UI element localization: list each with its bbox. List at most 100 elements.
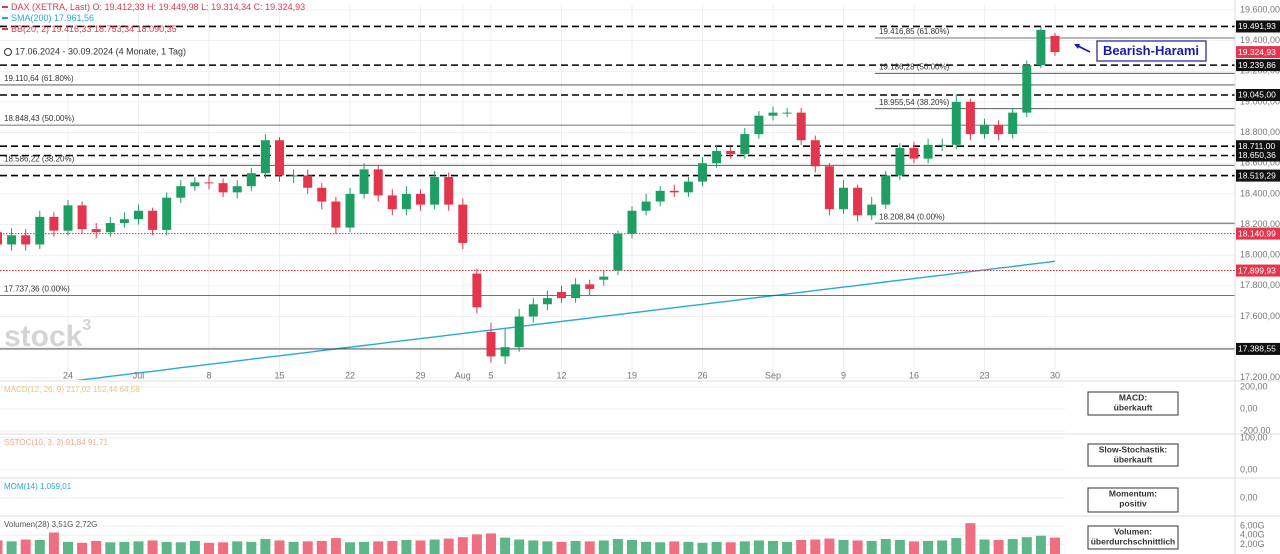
candle-body: [317, 187, 327, 202]
x-tick-label: Sep: [765, 370, 781, 380]
candle-body: [994, 124, 1004, 135]
volume-bar: [514, 539, 525, 554]
x-tick-label: 30: [1050, 370, 1060, 380]
x-tick-label: 26: [697, 370, 707, 380]
candle-body: [585, 284, 595, 289]
sma-line: [74, 260, 1056, 380]
y-tick-label: 2,00G: [1240, 539, 1265, 549]
candle-body: [641, 201, 651, 211]
arrow-head: [1074, 44, 1080, 49]
level-label: 18.650,36: [1238, 150, 1276, 160]
volume-bar: [894, 539, 905, 554]
y-tick-label: 19.000,00: [1240, 96, 1280, 106]
candle-body: [260, 140, 270, 174]
volume-bar: [288, 541, 299, 554]
candle-body: [655, 190, 665, 202]
candle-body: [21, 235, 31, 245]
candle-body: [0, 232, 2, 245]
candle-body: [810, 140, 820, 167]
candle-body: [430, 177, 440, 205]
volume-bar: [246, 541, 257, 554]
level-box: [1236, 149, 1280, 162]
volume-bar: [782, 541, 793, 554]
volume-bar: [993, 539, 1004, 554]
annotation-box: [1096, 40, 1207, 62]
candle-body: [937, 144, 947, 146]
price-panel: [0, 5, 1235, 380]
x-tick-label: 19: [627, 370, 637, 380]
y-tick-label: -200,00: [1240, 425, 1271, 435]
candle-body: [458, 204, 468, 243]
x-tick-label: 16: [909, 370, 919, 380]
candle-body: [627, 210, 637, 234]
candle-body: [246, 173, 256, 187]
x-tick-label: 15: [274, 370, 284, 380]
volume-bar: [443, 538, 454, 554]
candle-body: [275, 140, 284, 176]
volume-bar: [570, 540, 581, 554]
candle-body: [726, 150, 736, 155]
legend-entry: BB(20, 2) 19.416,33 18.753,34 18.090,35: [11, 24, 177, 34]
volume-bar: [725, 542, 736, 554]
volume-bar: [34, 539, 45, 554]
legend-entry: DAX (XETRA, Last) O: 19.412,33 H: 19.449…: [11, 2, 305, 12]
date-range: 17.06.2024 - 30.09.2024 (4 Monate, 1 Tag…: [15, 46, 186, 56]
volume-bar: [753, 540, 764, 554]
candle-body: [7, 235, 17, 245]
candle-body: [909, 147, 919, 159]
candle-body: [557, 291, 566, 299]
legend-swatch: [2, 6, 8, 8]
volume-bar: [866, 540, 877, 554]
volume-bar: [697, 542, 708, 554]
volume-bar: [1050, 537, 1060, 554]
candle-body: [613, 233, 623, 271]
candle-body: [359, 169, 369, 194]
volume-bar: [189, 540, 200, 554]
volume-bar: [48, 532, 59, 554]
y-tick-label: 18.200,00: [1240, 219, 1280, 229]
volume-bar: [359, 541, 370, 554]
candle-body: [486, 331, 496, 357]
candle-body: [965, 101, 975, 135]
level-box: [1236, 342, 1280, 355]
candle-body: [669, 190, 679, 193]
level-label: 19.324,93: [1238, 47, 1276, 57]
candle-body: [373, 169, 383, 196]
volume-bar: [937, 540, 948, 554]
candle-body: [683, 181, 693, 193]
volume-bar: [542, 541, 553, 554]
volume-bar: [63, 541, 73, 554]
level-label: 19.491,93: [1238, 21, 1276, 31]
fib-label: 19.186,28 (50.00%): [879, 62, 950, 71]
candle-body: [867, 204, 877, 216]
candle-body: [853, 187, 863, 216]
volume-bar: [880, 539, 891, 554]
y-tick-label: 18.000,00: [1240, 250, 1280, 260]
volume-bar: [909, 541, 919, 554]
candle-body: [331, 201, 341, 228]
candle-body: [232, 186, 242, 193]
candle-body: [49, 216, 59, 231]
volume-bar: [683, 541, 694, 554]
volume-bar: [739, 541, 750, 554]
panel-label: Volumen(28) 3,51G 2,72G: [4, 520, 97, 529]
level-box: [1236, 88, 1280, 101]
candle-body: [698, 163, 707, 182]
level-label: 18.519,29: [1238, 170, 1276, 180]
volume-bar: [500, 537, 511, 554]
x-tick-label: Aug: [455, 370, 471, 380]
candle-body: [387, 195, 397, 210]
volume-bar: [824, 538, 835, 554]
y-tick-label: 17.200,00: [1240, 372, 1280, 382]
volume-bar: [274, 540, 285, 554]
status-box: [1087, 443, 1179, 467]
volume-bar: [655, 542, 666, 554]
volume-bar: [316, 540, 327, 554]
candle-body: [176, 186, 186, 198]
fib-label: 17.737,36 (0.00%): [4, 285, 70, 294]
volume-bar: [768, 540, 778, 554]
candle-body: [472, 273, 482, 308]
level-label: 19.239,86: [1238, 60, 1276, 70]
